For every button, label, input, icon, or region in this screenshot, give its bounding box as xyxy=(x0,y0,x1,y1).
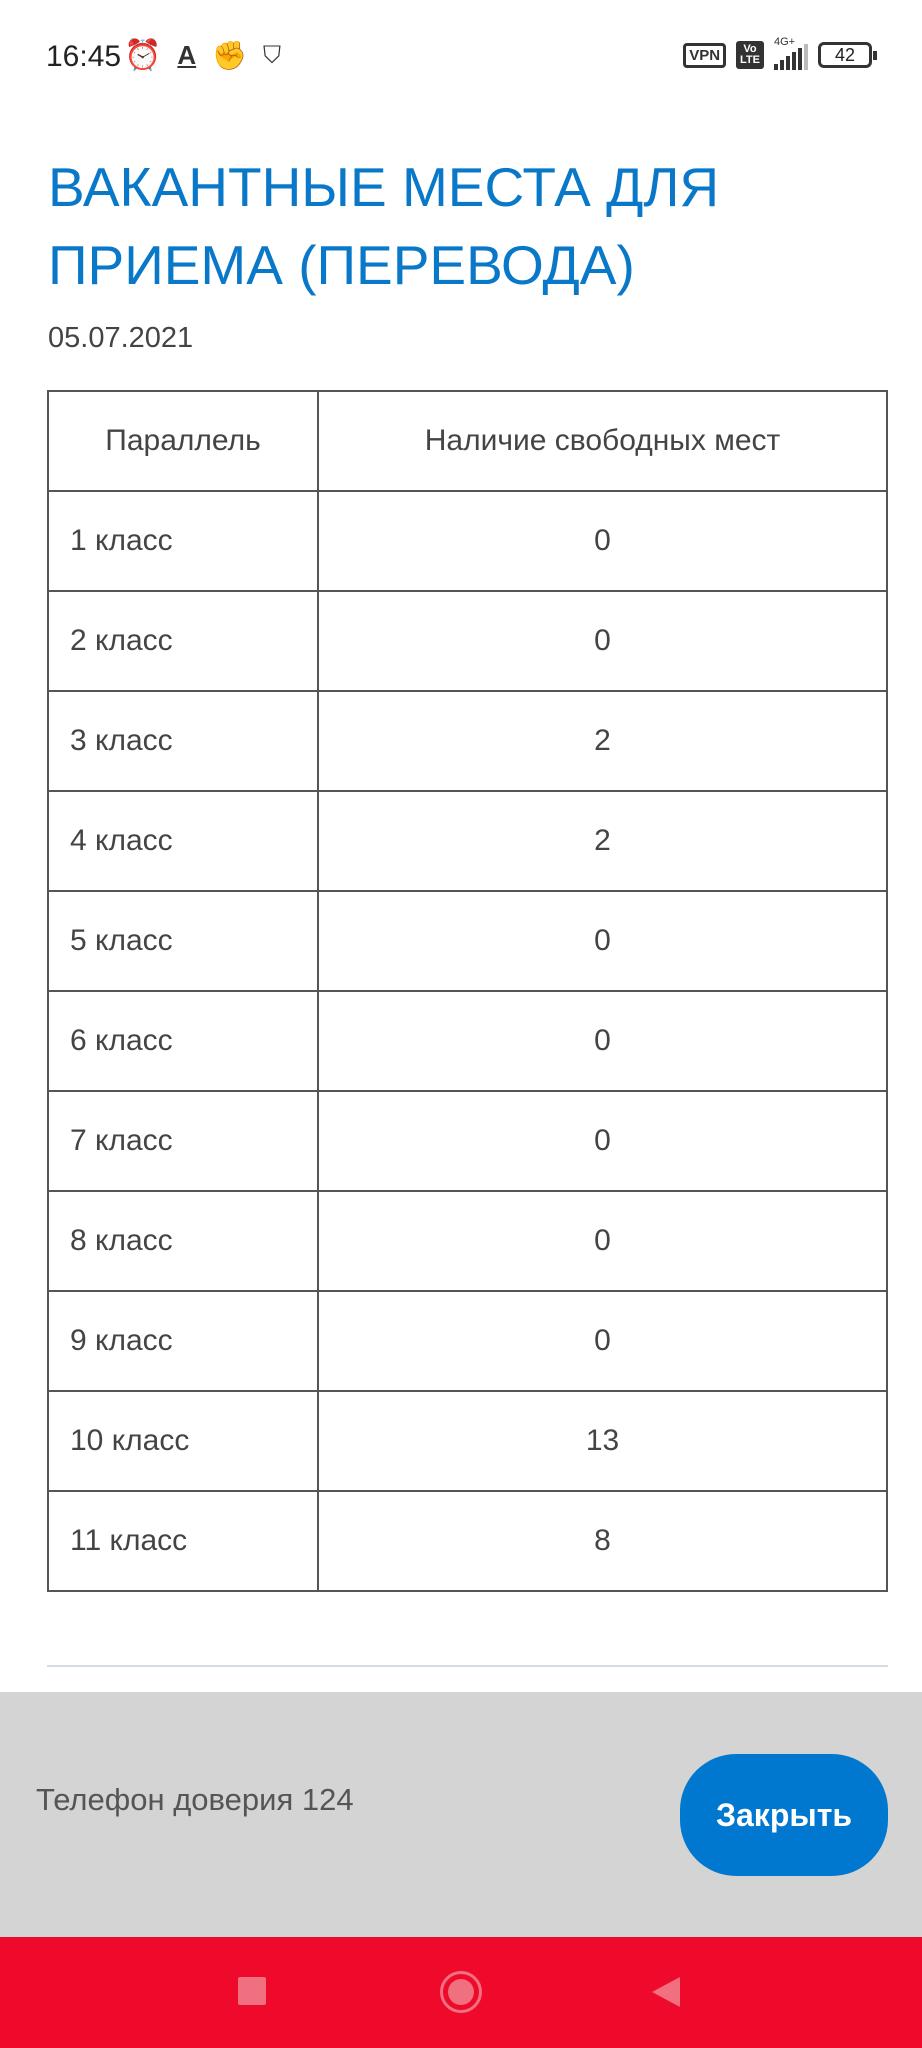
grade-cell: 7 класс xyxy=(47,1090,319,1192)
back-icon[interactable] xyxy=(652,1977,680,2007)
page-title: ВАКАНТНЫЕ МЕСТА ДЛЯ ПРИЕМА (ПЕРЕВОДА) xyxy=(48,156,720,296)
free-places-cell: 0 xyxy=(317,490,888,592)
grade-cell: 2 класс xyxy=(47,590,319,692)
grade-cell: 5 класс xyxy=(47,890,319,992)
signal-icon: 4G+ xyxy=(774,36,808,70)
shield-phone-icon: ⛉ xyxy=(263,41,282,69)
grade-cell: 1 класс xyxy=(47,490,319,592)
table-row: 7 класс 0 xyxy=(47,1090,888,1192)
vacancies-table: Параллель Наличие свободных мест 1 класс… xyxy=(47,390,888,1592)
grade-cell: 10 класс xyxy=(47,1390,319,1492)
fist-icon: ✊ xyxy=(212,40,248,71)
free-places-cell: 0 xyxy=(317,590,888,692)
grade-cell: 6 класс xyxy=(47,990,319,1092)
table-row: 2 класс 0 xyxy=(47,590,888,692)
grade-cell: 11 класс xyxy=(47,1490,319,1592)
free-places-cell: 2 xyxy=(317,690,888,792)
free-places-cell: 13 xyxy=(317,1390,888,1492)
recents-icon[interactable] xyxy=(238,1977,266,2005)
free-places-cell: 0 xyxy=(317,1190,888,1292)
table-row: 8 класс 0 xyxy=(47,1190,888,1292)
grade-cell: 4 класс xyxy=(47,790,319,892)
table-header-row: Параллель Наличие свободных мест xyxy=(47,390,888,492)
table-row: 6 класс 0 xyxy=(47,990,888,1092)
table-row: 11 класс 8 xyxy=(47,1490,888,1592)
free-places-cell: 0 xyxy=(317,1090,888,1192)
table-row: 9 класс 0 xyxy=(47,1290,888,1392)
free-places-cell: 0 xyxy=(317,1290,888,1392)
free-places-cell: 0 xyxy=(317,890,888,992)
table-row: 5 класс 0 xyxy=(47,890,888,992)
vpn-icon: VPN xyxy=(683,42,727,68)
date: 05.07.2021 xyxy=(48,322,194,354)
table-row: 3 класс 2 xyxy=(47,690,888,792)
alarm-icon: ⏰ xyxy=(124,39,162,72)
hotline-text: Телефон доверия 124 xyxy=(36,1782,354,1817)
free-places-cell: 2 xyxy=(317,790,888,892)
battery-icon: 42 xyxy=(818,42,877,68)
footer-bar: Телефон доверия 124 Закрыть xyxy=(0,1692,922,1937)
divider xyxy=(47,1665,888,1667)
clock: 16:45 xyxy=(46,40,122,73)
network-type: 4G+ xyxy=(774,36,796,48)
home-icon[interactable] xyxy=(440,1971,482,2013)
header-grade: Параллель xyxy=(47,390,319,492)
grade-cell: 9 класс xyxy=(47,1290,319,1392)
header-free-places: Наличие свободных мест xyxy=(317,390,888,492)
free-places-cell: 8 xyxy=(317,1490,888,1592)
free-places-cell: 0 xyxy=(317,990,888,1092)
table-row: 4 класс 2 xyxy=(47,790,888,892)
grade-cell: 8 класс xyxy=(47,1190,319,1292)
volte-bottom: LTE xyxy=(740,54,760,66)
table-row: 10 класс 13 xyxy=(47,1390,888,1492)
close-button[interactable]: Закрыть xyxy=(680,1754,888,1876)
grade-cell: 3 класс xyxy=(47,690,319,792)
volte-icon: Vo LTE xyxy=(736,41,764,69)
font-a-icon: A xyxy=(177,40,197,70)
table-row: 1 класс 0 xyxy=(47,490,888,592)
status-bar: 16:45 ⏰ A ✊ ⛉ VPN Vo LTE 4G+ 42 xyxy=(0,0,922,110)
navigation-bar xyxy=(0,1937,922,2048)
volte-top: Vo xyxy=(743,43,757,55)
